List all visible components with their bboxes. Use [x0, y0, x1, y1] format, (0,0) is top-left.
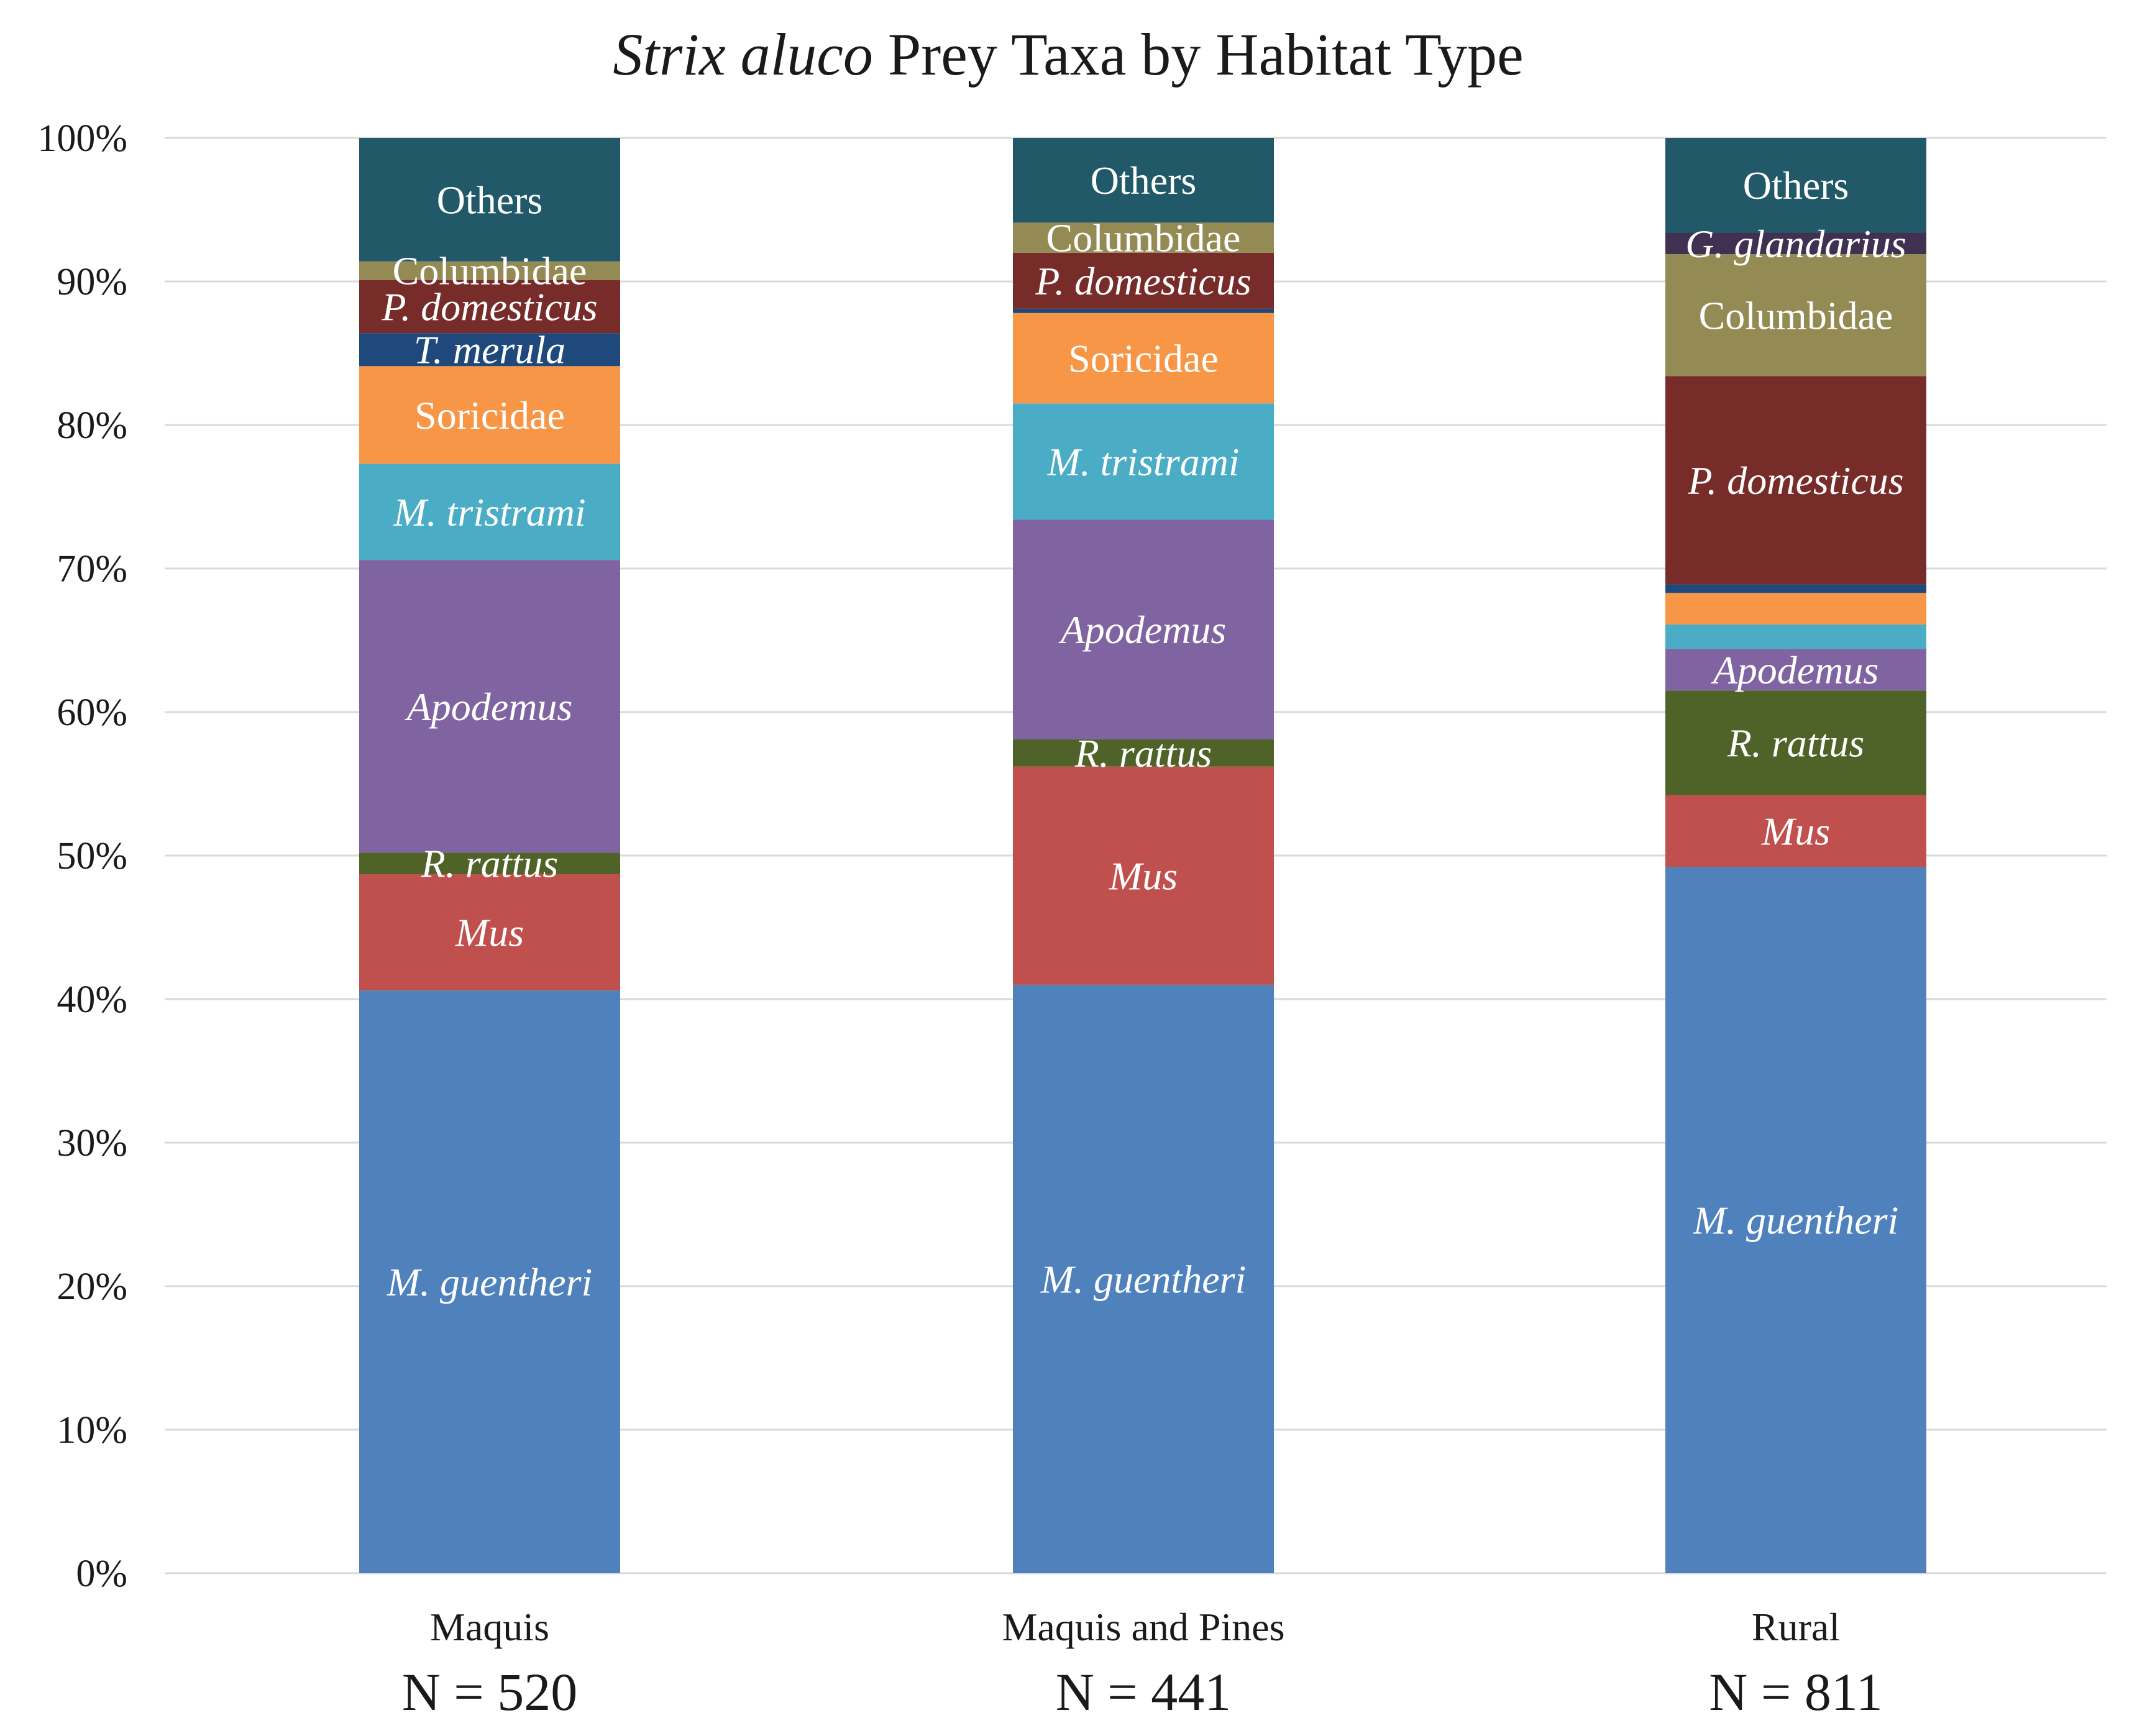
segment-label-maquis-soricidae: Soricidae	[414, 393, 565, 437]
y-tick-label-70: 70%	[57, 548, 127, 590]
segment-label-maquis-and-pines-m-guentheri: M. guentheri	[1040, 1257, 1247, 1301]
bar-segment-maquis-m-guentheri	[359, 990, 620, 1573]
bar-segment-rural-others	[1665, 138, 1926, 233]
segment-label-maquis-others: Others	[437, 178, 543, 222]
segment-labels: M. guentheri Mus R. rattus Apodemus M. trist…	[381, 158, 1906, 1304]
bar-segment-maquis-and-pines-t-merula	[1013, 308, 1274, 313]
x-axis: Maquis N = 520 Maquis and Pines N = 441 Rura…	[402, 1605, 1883, 1722]
bar-segment-maquis-p-domesticus	[359, 280, 620, 334]
segment-label-rural-others: Others	[1743, 163, 1849, 208]
segment-label-maquis-p-domesticus: P. domesticus	[381, 285, 597, 329]
chart-title-species: Strix aluco	[613, 21, 873, 88]
x-category-label-maquis-and-pines: Maquis and Pines	[1002, 1605, 1284, 1649]
x-category-label-rural: Rural	[1752, 1605, 1840, 1649]
x-category-label-maquis: Maquis	[430, 1605, 549, 1649]
segment-label-rural-apodemus: Apodemus	[1711, 648, 1879, 692]
y-tick-label-40: 40%	[57, 979, 127, 1021]
segment-label-maquis-columbidae: Columbidae	[393, 249, 587, 293]
bar-segment-maquis-and-pines-columbidae	[1013, 222, 1274, 253]
chart-title: Strix aluco Prey Taxa by Habitat Type	[613, 21, 1523, 88]
bar-segment-rural-t-merula	[1665, 584, 1926, 593]
segment-label-rural-g-glandarius: G. glandarius	[1685, 222, 1906, 266]
segment-label-maquis-apodemus: Apodemus	[405, 685, 573, 729]
bar-segment-rural-apodemus	[1665, 649, 1926, 691]
y-tick-label-80: 80%	[57, 404, 127, 447]
bar-segment-maquis-and-pines-mus	[1013, 766, 1274, 985]
bar-segment-maquis-columbidae	[359, 261, 620, 280]
segment-label-maquis-and-pines-others: Others	[1091, 158, 1197, 203]
bar-segment-maquis-r-rattus	[359, 852, 620, 875]
sample-size-label-maquis-and-pines: N = 441	[1056, 1662, 1232, 1722]
y-axis: 0% 10% 20% 30% 40% 50% 60% 70% 80% 90% 100%	[37, 117, 127, 1595]
segment-label-rural-columbidae: Columbidae	[1699, 293, 1893, 337]
segment-label-maquis-t-merula: T. merula	[414, 328, 565, 372]
bar-segment-maquis-mus	[359, 874, 620, 991]
y-tick-label-20: 20%	[57, 1266, 127, 1308]
bar-segment-maquis-and-pines-m-guentheri	[1013, 984, 1274, 1573]
y-tick-label-100: 100%	[37, 117, 127, 160]
segment-label-maquis-r-rattus: R. rattus	[421, 842, 558, 886]
y-tick-label-50: 50%	[57, 835, 127, 877]
bar-segment-maquis-and-pines-m-tristrami	[1013, 403, 1274, 520]
y-tick-label-10: 10%	[57, 1409, 127, 1451]
bar-segment-maquis-soricidae	[359, 366, 620, 464]
bar-segment-maquis-m-tristrami	[359, 464, 620, 560]
bar-segment-rural-g-glandarius	[1665, 232, 1926, 255]
segment-label-rural-m-guentheri: M. guentheri	[1693, 1199, 1899, 1243]
segment-label-maquis-and-pines-apodemus: Apodemus	[1058, 608, 1227, 652]
bar-segment-maquis-and-pines-soricidae	[1013, 313, 1274, 404]
segment-label-maquis-and-pines-p-domesticus: P. domesticus	[1035, 259, 1251, 303]
segment-label-maquis-m-tristrami: M. tristrami	[393, 490, 585, 534]
segment-label-maquis-and-pines-mus: Mus	[1109, 854, 1178, 898]
sample-size-label-rural: N = 811	[1709, 1662, 1882, 1722]
segment-label-rural-r-rattus: R. rattus	[1727, 721, 1864, 765]
y-tick-label-30: 30%	[57, 1122, 127, 1164]
segment-label-maquis-m-guentheri: M. guentheri	[387, 1260, 593, 1304]
segment-label-maquis-and-pines-r-rattus: R. rattus	[1074, 731, 1212, 775]
y-tick-label-60: 60%	[57, 692, 127, 734]
y-tick-label-90: 90%	[57, 261, 127, 303]
bar-segment-rural-r-rattus	[1665, 690, 1926, 795]
bar-segment-rural-mus	[1665, 795, 1926, 867]
segment-label-rural-mus: Mus	[1761, 810, 1830, 854]
bar-segment-maquis-and-pines-others	[1013, 138, 1274, 223]
bar-segment-maquis-t-merula	[359, 333, 620, 367]
bar-segment-maquis-apodemus	[359, 560, 620, 853]
segment-label-maquis-and-pines-soricidae: Soricidae	[1068, 337, 1219, 381]
segment-label-maquis-mus: Mus	[455, 911, 524, 955]
chart-title-rest: Prey Taxa by Habitat Type	[873, 21, 1524, 88]
bar-segment-rural-m-guentheri	[1665, 867, 1926, 1573]
bar-segment-maquis-and-pines-r-rattus	[1013, 739, 1274, 767]
bar-segment-rural-p-domesticus	[1665, 376, 1926, 585]
bar-segment-maquis-others	[359, 138, 620, 262]
segment-label-rural-p-domesticus: P. domesticus	[1687, 459, 1903, 503]
bar-segment-maquis-and-pines-apodemus	[1013, 519, 1274, 739]
bar-segment-maquis-and-pines-p-domesticus	[1013, 252, 1274, 309]
bar-segment-rural-soricidae	[1665, 593, 1926, 625]
segment-label-maquis-and-pines-m-tristrami: M. tristrami	[1046, 440, 1239, 484]
y-tick-label-0: 0%	[76, 1553, 127, 1595]
bars	[359, 138, 1926, 1573]
segment-label-maquis-and-pines-columbidae: Columbidae	[1046, 216, 1241, 260]
bar-segment-rural-columbidae	[1665, 254, 1926, 377]
sample-size-label-maquis: N = 520	[402, 1662, 578, 1722]
bar-segment-rural-m-tristrami	[1665, 624, 1926, 649]
